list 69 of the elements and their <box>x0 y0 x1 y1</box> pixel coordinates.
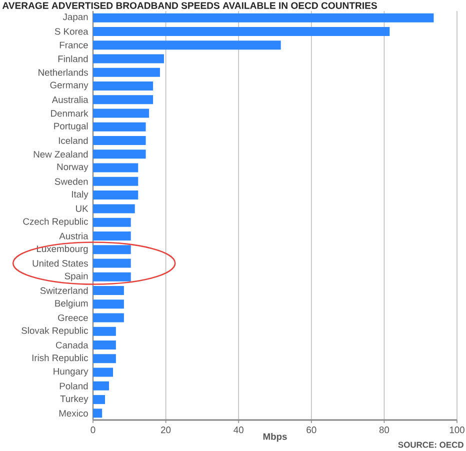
y-tick-label: Slovak Republic <box>22 327 88 336</box>
y-tick-label: S Korea <box>54 28 88 35</box>
bar <box>93 176 138 186</box>
y-tick-label: Finland <box>58 55 88 62</box>
bar <box>93 26 390 36</box>
y-tick-label: Luxembourg <box>37 245 88 254</box>
bar <box>93 286 124 295</box>
x-tick-label: 80 <box>379 426 390 434</box>
x-tick-label: 100 <box>450 426 464 434</box>
y-tick-label: Italy <box>72 190 88 200</box>
bar <box>93 81 154 90</box>
y-tick-label: United States <box>32 260 88 267</box>
bar <box>93 395 106 404</box>
y-tick-label: Australia <box>52 96 88 104</box>
bar <box>93 218 131 227</box>
bar <box>93 245 131 254</box>
y-tick-label: Hungary <box>54 368 88 376</box>
y-tick-label: Japan <box>62 14 88 22</box>
y-tick-label: Switzerland <box>40 287 88 294</box>
bar <box>93 300 124 309</box>
bar <box>93 163 138 172</box>
y-tick-label: Norway <box>57 164 88 172</box>
y-tick-label: France <box>60 42 88 48</box>
x-axis-title: Mbps <box>263 433 287 442</box>
y-tick-label: Sweden <box>54 178 88 185</box>
x-tick-label: 60 <box>306 426 316 434</box>
bar <box>93 150 146 159</box>
bar <box>93 326 116 336</box>
bar <box>93 272 131 282</box>
bar <box>93 122 146 132</box>
bar <box>93 95 154 104</box>
y-tick-label: Irish Republic <box>32 354 88 364</box>
x-tick-label: 20 <box>161 426 171 434</box>
y-tick-label: UK <box>76 205 88 212</box>
y-tick-label: Canada <box>56 342 88 348</box>
bar <box>93 381 110 390</box>
bar <box>93 368 114 377</box>
y-tick-label: Turkey <box>60 395 88 404</box>
bar <box>93 190 138 200</box>
bar <box>93 54 164 64</box>
y-tick-label: Portugal <box>54 122 88 132</box>
bar <box>93 340 116 350</box>
y-tick-label: Austria <box>59 232 88 240</box>
y-tick-label: Mexico <box>59 410 88 417</box>
bar <box>93 204 135 214</box>
x-tick-label: 0 <box>90 426 96 434</box>
bar <box>93 13 434 22</box>
bar <box>93 258 131 268</box>
source-note: SOURCE: OECD <box>398 442 464 448</box>
y-tick-label: Belgium <box>55 300 88 308</box>
bar <box>93 313 124 322</box>
y-tick-label: New Zealand <box>34 150 88 158</box>
bar <box>93 40 281 50</box>
bar <box>93 231 131 240</box>
bar <box>93 354 116 364</box>
bar <box>93 408 102 418</box>
bar <box>93 108 150 118</box>
y-tick-label: Iceland <box>58 137 88 144</box>
bar <box>93 136 146 146</box>
y-tick-label: Denmark <box>51 110 88 117</box>
y-tick-label: Czech Republic <box>23 218 88 227</box>
y-tick-label: Spain <box>64 272 88 282</box>
y-tick-label: Germany <box>50 82 88 90</box>
bar <box>93 68 160 77</box>
chart-title: AVERAGE ADVERTISED BROADBAND SPEEDS AVAILABLE IN OECD COUNTRIES <box>2 2 377 9</box>
y-tick-label: Netherlands <box>38 68 88 76</box>
x-tick-label: 40 <box>234 426 244 434</box>
y-tick-label: Greece <box>58 314 88 322</box>
y-tick-label: Poland <box>60 382 88 390</box>
